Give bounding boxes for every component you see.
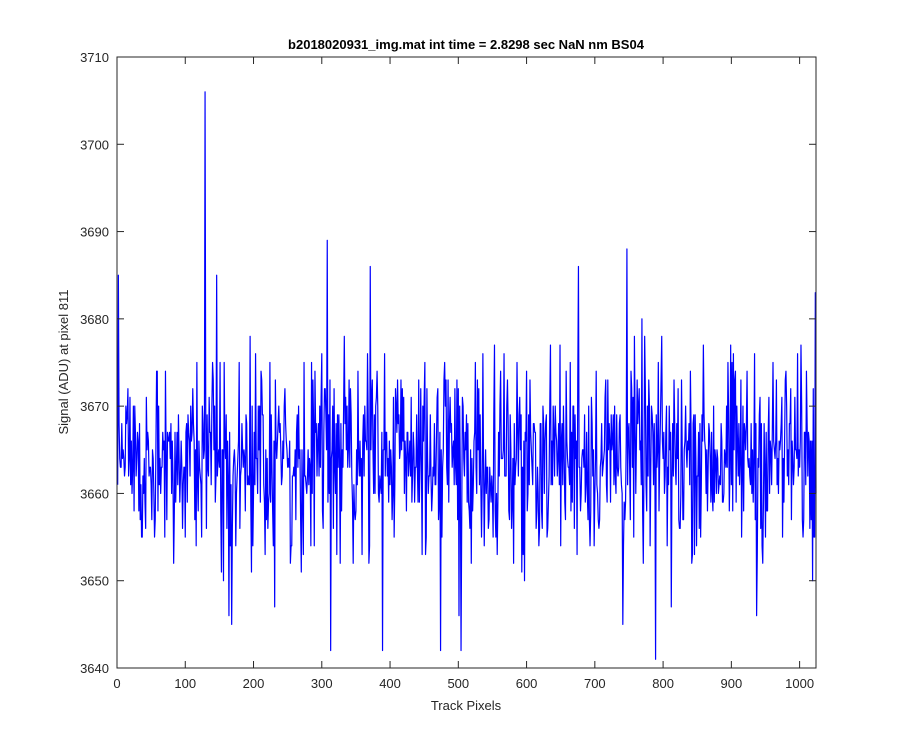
x-tick-label: 100 — [174, 676, 196, 691]
x-tick-label: 600 — [516, 676, 538, 691]
y-tick-label: 3670 — [80, 399, 109, 414]
y-tick-label: 3650 — [80, 574, 109, 589]
y-tick-label: 3710 — [80, 50, 109, 65]
x-axis-label: Track Pixels — [431, 698, 502, 713]
x-tick-label: 200 — [243, 676, 265, 691]
x-tick-label: 400 — [379, 676, 401, 691]
axes-box — [116, 56, 817, 669]
x-tick-label: 500 — [447, 676, 469, 691]
plot-area — [117, 57, 816, 668]
series-layer — [117, 91, 817, 660]
y-axis: 3640 3650 3660 3670 3680 3690 3700 3710 — [80, 50, 816, 676]
x-axis: 0 100 200 300 400 500 600 700 800 900 1000 — [113, 57, 814, 691]
y-tick-label: 3700 — [80, 137, 109, 152]
x-tick-label: 900 — [721, 676, 743, 691]
series-line — [117, 91, 817, 660]
y-axis-label: Signal (ADU) at pixel 811 — [56, 290, 71, 435]
y-tick-label: 3660 — [80, 486, 109, 501]
y-tick-label: 3690 — [80, 225, 109, 240]
x-tick-label: 800 — [652, 676, 674, 691]
x-tick-label: 0 — [113, 676, 120, 691]
y-tick-label: 3640 — [80, 661, 109, 676]
y-tick-label: 3680 — [80, 312, 109, 327]
chart-title: b2018020931_img.mat int time = 2.8298 se… — [288, 37, 645, 52]
x-tick-label: 1000 — [785, 676, 814, 691]
x-tick-label: 300 — [311, 676, 333, 691]
x-tick-label: 700 — [584, 676, 606, 691]
